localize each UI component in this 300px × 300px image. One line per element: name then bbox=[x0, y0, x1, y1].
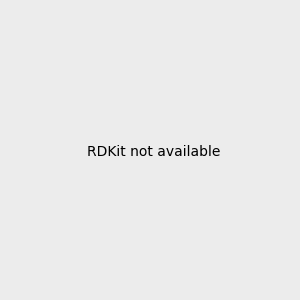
Text: RDKit not available: RDKit not available bbox=[87, 145, 220, 158]
